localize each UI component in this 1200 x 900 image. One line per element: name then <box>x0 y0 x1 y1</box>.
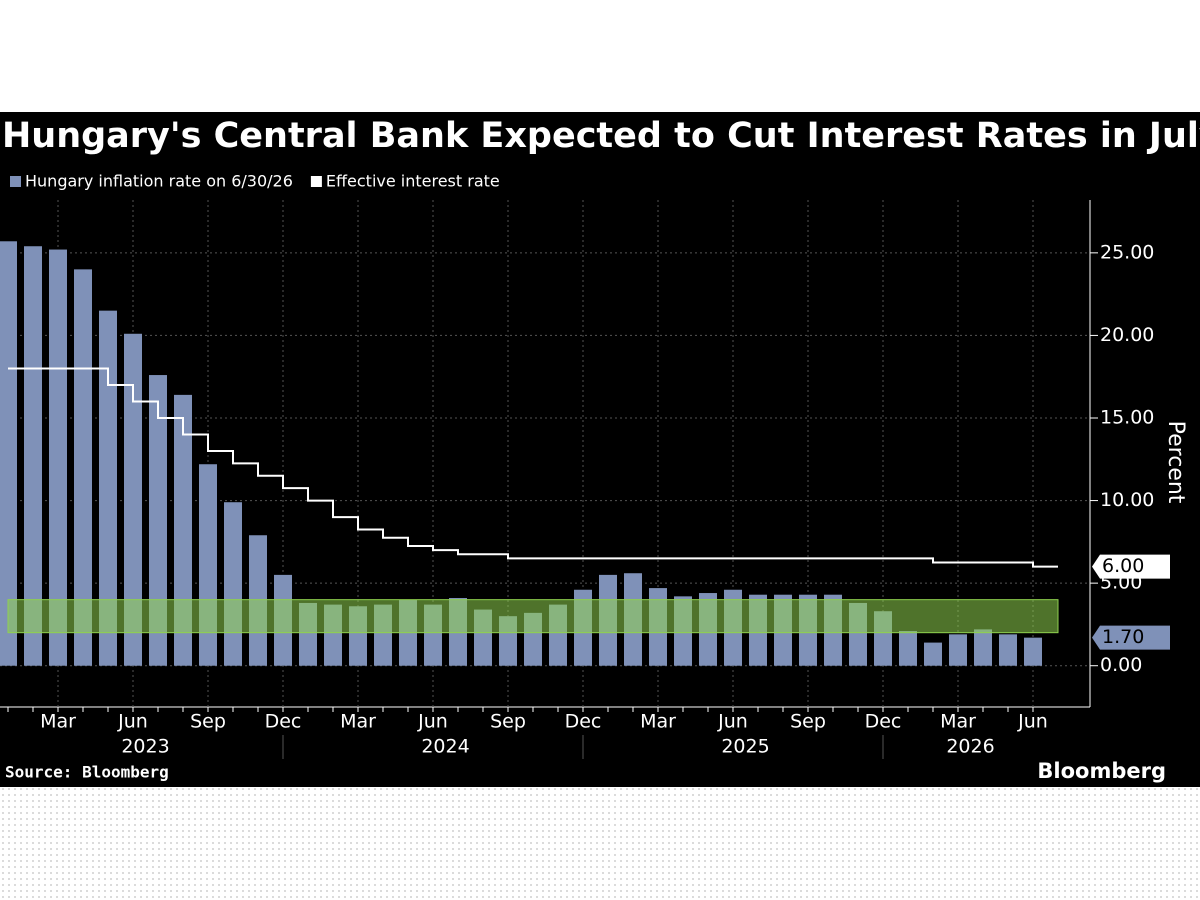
x-tick-label: Mar <box>940 711 976 733</box>
x-tick-label: Mar <box>40 711 76 733</box>
bar <box>149 375 167 666</box>
year-label: 2025 <box>721 736 769 758</box>
legend-swatch <box>310 176 322 187</box>
x-tick-label: Dec <box>265 711 302 733</box>
x-tick-label: Jun <box>1017 711 1048 733</box>
legend-label: Hungary inflation rate on 6/30/26 <box>25 172 293 191</box>
y-tick-label: 0.00 <box>1100 654 1142 676</box>
bar <box>949 634 967 666</box>
y-axis-label: Percent <box>1163 421 1188 504</box>
end-label: 1.70 <box>1102 626 1144 648</box>
chart-title: Hungary's Central Bank Expected to Cut I… <box>2 116 1200 156</box>
x-tick-label: Dec <box>865 711 902 733</box>
year-label: 2024 <box>421 736 469 758</box>
x-tick-label: Mar <box>340 711 376 733</box>
legend-label: Effective interest rate <box>326 172 500 191</box>
target-band <box>7 599 1059 634</box>
step-line <box>8 367 1058 568</box>
bar <box>1024 637 1042 666</box>
bar <box>124 333 142 666</box>
x-tick-label: Sep <box>190 711 226 733</box>
x-tick-label: Dec <box>565 711 602 733</box>
bar <box>974 629 992 666</box>
end-label-box <box>1092 625 1170 650</box>
bar <box>999 634 1017 666</box>
top-blank <box>0 0 1200 112</box>
end-label: 6.00 <box>1102 555 1144 577</box>
y-tick-label: 25.00 <box>1100 241 1154 263</box>
y-tick-label: 10.00 <box>1100 489 1154 511</box>
bar <box>49 249 67 666</box>
bar <box>99 310 117 666</box>
bar <box>224 502 242 666</box>
background <box>0 112 1200 787</box>
bar <box>24 246 42 666</box>
end-label-box <box>1092 554 1170 579</box>
x-tick-label: Jun <box>417 711 448 733</box>
year-label: 2023 <box>121 736 169 758</box>
bar <box>199 464 217 666</box>
x-tick-label: Sep <box>790 711 826 733</box>
x-tick-label: Sep <box>490 711 526 733</box>
y-tick-label: 15.00 <box>1100 406 1154 428</box>
bar <box>924 642 942 666</box>
chart: Hungary's Central Bank Expected to Cut I… <box>0 112 1200 787</box>
x-tick-label: Jun <box>117 711 148 733</box>
x-tick-label: Jun <box>717 711 748 733</box>
bar <box>0 241 17 666</box>
bar <box>899 631 917 666</box>
y-tick-label: 20.00 <box>1100 324 1154 346</box>
year-label: 2026 <box>946 736 994 758</box>
bar <box>174 394 192 666</box>
legend-swatch <box>10 176 21 187</box>
brand: Bloomberg <box>1037 759 1166 783</box>
source: Source: Bloomberg <box>5 763 169 782</box>
x-tick-label: Mar <box>640 711 676 733</box>
